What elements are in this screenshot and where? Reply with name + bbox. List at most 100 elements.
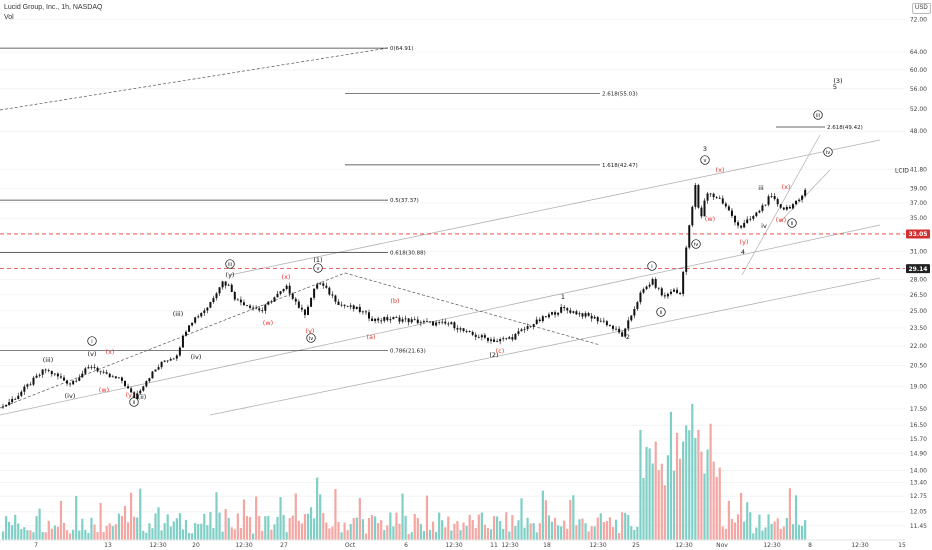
candle-body: [8, 402, 11, 405]
candle-body: [337, 301, 340, 305]
volume-bar: [209, 512, 212, 540]
volume-bar: [291, 515, 294, 540]
volume-bar: [349, 524, 352, 540]
volume-bar: [517, 520, 520, 540]
volume-bar: [343, 522, 346, 540]
volume-bar: [547, 515, 551, 540]
volume-bar: [224, 508, 227, 540]
candle-body: [124, 380, 126, 387]
candle-body: [239, 299, 242, 303]
candle-body: [764, 204, 767, 206]
candle-body: [364, 311, 367, 313]
y-tick-label: 56.00: [910, 86, 927, 93]
volume-bar: [69, 533, 72, 540]
volume-bar: [468, 514, 471, 540]
volume-bar: [334, 489, 337, 540]
candle-body: [194, 317, 197, 323]
candle-body: [575, 311, 578, 315]
candle-body: [255, 307, 258, 309]
volume-bar: [218, 512, 221, 540]
chart-header: Lucid Group, Inc., 1h, NASDAQ Vol: [4, 3, 102, 23]
volume-bar: [136, 517, 139, 540]
candle-body: [69, 383, 72, 385]
y-tick-label: 14.00: [910, 467, 927, 474]
candle-body: [261, 310, 264, 312]
x-tick-label: 18: [543, 542, 551, 549]
candle-body: [288, 285, 291, 294]
candle-body: [374, 318, 377, 321]
y-tick-label: 26.50: [910, 292, 927, 299]
y-axis: 72.00 64.00 60.00 56.00 52.00 48.00 41.80 39.00…: [910, 17, 927, 530]
volume-bar: [309, 507, 313, 540]
volume-bar: [398, 523, 401, 540]
x-tick-label: 15: [898, 542, 906, 549]
candle-body: [761, 205, 764, 211]
candle-body: [53, 373, 56, 375]
candle-body: [322, 283, 325, 286]
wave-label: iii: [816, 113, 820, 119]
volume-bar: [657, 470, 660, 540]
candle-body: [303, 309, 306, 315]
volume-bar: [50, 528, 53, 540]
candle-body: [535, 319, 538, 325]
candle-body: [444, 321, 447, 324]
y-tick-label: 11.45: [910, 523, 927, 530]
candle-body: [770, 196, 773, 197]
candle-body: [50, 370, 53, 375]
volume-bar: [248, 516, 252, 540]
candle-body: [499, 339, 502, 342]
wave-label: (y): [226, 271, 235, 279]
candle-body: [532, 324, 535, 327]
volume-bar: [764, 527, 767, 540]
candle-body: [17, 395, 20, 399]
candle-body: [779, 204, 782, 208]
volume-bar: [139, 488, 142, 540]
volume-bar: [624, 512, 627, 540]
candle-body: [657, 287, 660, 289]
candle-body: [785, 206, 788, 210]
x-tick-label: 12:30: [149, 542, 166, 549]
wave-label: (1): [313, 256, 322, 264]
volume-bar: [105, 525, 108, 540]
wave-circle: [647, 261, 657, 271]
candle-body: [181, 335, 184, 348]
fib-label: 0.5(37.37): [390, 198, 419, 204]
candle-body: [349, 305, 352, 307]
x-tick-label: 7: [34, 542, 38, 549]
x-tick-label: 12:30: [675, 542, 692, 549]
candle-body: [130, 388, 133, 393]
volume-bar: [11, 525, 14, 540]
volume-bar: [526, 517, 529, 540]
candle-body: [502, 338, 505, 340]
wave-label: 3: [703, 145, 707, 153]
volume-bar: [303, 514, 307, 540]
volume-bar: [377, 523, 380, 540]
candle-body: [737, 222, 740, 226]
candle-body: [20, 391, 23, 396]
volume-bar: [663, 485, 666, 540]
wave-labels: (iii)(v)i(x)(iv)(w)(y) (ii)ii(iii)(iv)iii…: [43, 77, 843, 407]
volume-bar: [596, 517, 599, 540]
candle-body: [377, 318, 380, 321]
volume-bar: [593, 526, 596, 540]
candle-body: [767, 196, 770, 205]
candle-body: [557, 312, 560, 315]
candle-body: [249, 305, 252, 308]
wave-circle: [313, 263, 323, 273]
volume-bar: [160, 530, 163, 540]
volume-bar: [767, 514, 770, 540]
volume-bar: [288, 518, 291, 540]
wave-label: (c): [496, 347, 505, 355]
y-tick-label: 31.00: [910, 249, 927, 256]
volume-bar: [117, 513, 120, 540]
trend-line: [0, 47, 389, 111]
volume-bar: [38, 508, 41, 540]
volume-bar: [166, 514, 169, 540]
volume-bar: [791, 524, 795, 540]
currency-badge[interactable]: USD: [912, 3, 931, 14]
candle-body: [517, 331, 520, 334]
volume-bar: [618, 533, 621, 540]
x-tick-label: 12:30: [501, 542, 518, 549]
volume-bar: [459, 530, 462, 540]
